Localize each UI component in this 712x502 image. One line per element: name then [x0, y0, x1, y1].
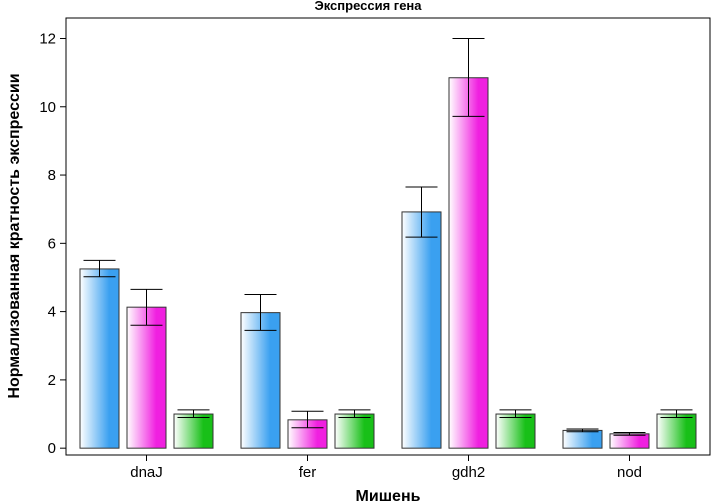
error-bar-nod-2 [613, 431, 646, 436]
error-bar-fer-1 [244, 294, 277, 331]
bar-fer-3 [334, 413, 375, 449]
x-tick-label-fer: fer [299, 464, 317, 481]
bar-gdh2-3 [495, 413, 536, 449]
bar-dnaJ-3 [173, 413, 214, 449]
x-tick-label-dnaJ: dnaJ [130, 464, 163, 481]
chart-title: Экспрессия гена [314, 0, 422, 13]
error-bar-gdh2-3 [499, 409, 532, 418]
y-tick-label: 4 [48, 304, 56, 321]
bar-dnaJ-1 [79, 268, 120, 449]
error-bar-fer-3 [338, 409, 371, 418]
y-tick-label: 2 [48, 372, 56, 389]
x-axis: dnaJ fer gdh2 nod [130, 455, 642, 481]
error-bar-gdh2-2 [452, 37, 485, 117]
bar-nod-1 [562, 429, 603, 449]
bar-gdh2-1 [401, 211, 442, 449]
error-bar-dnaJ-2 [130, 288, 163, 326]
x-tick-label-nod: nod [617, 464, 642, 481]
y-tick-label: 6 [48, 235, 56, 252]
error-bar-nod-1 [566, 428, 599, 433]
bar-nod-3 [656, 413, 697, 449]
x-axis-label: Мишень [356, 488, 421, 502]
y-axis: 0 2 4 6 8 10 12 [39, 30, 66, 457]
plot-frame [65, 17, 711, 456]
error-bar-dnaJ-3 [177, 409, 210, 418]
bar-dnaJ-2 [126, 306, 167, 449]
error-bar-fer-2 [291, 410, 324, 429]
error-bar-dnaJ-1 [83, 259, 116, 278]
y-tick-label: 8 [48, 167, 56, 184]
y-tick-label: 0 [48, 440, 56, 457]
bar-nod-2 [609, 433, 650, 449]
bar-fer-1 [240, 312, 281, 449]
bars [79, 37, 697, 449]
error-bar-nod-3 [660, 409, 693, 418]
y-tick-label: 12 [39, 30, 56, 47]
y-axis-label: Нормализованная кратность экспрессии [6, 73, 23, 398]
bar-gdh2-2 [448, 77, 489, 449]
error-bar-gdh2-1 [405, 186, 438, 238]
y-tick-label: 10 [39, 99, 56, 116]
x-tick-label-gdh2: gdh2 [452, 464, 485, 481]
